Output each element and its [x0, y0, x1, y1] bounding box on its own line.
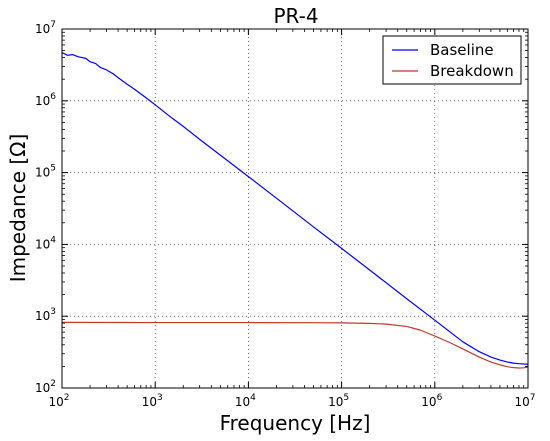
x-tick-label: 103 — [142, 393, 163, 409]
y-tick-label: 105 — [35, 164, 56, 180]
x-axis-title: Frequency [Hz] — [220, 411, 371, 435]
y-tick-label: 106 — [35, 92, 56, 108]
x-tick-label: 107 — [514, 393, 535, 409]
x-tick-label: 102 — [48, 393, 69, 409]
x-tick-label: 104 — [235, 393, 256, 409]
series-line-breakdown — [61, 321, 529, 369]
legend-label-breakdown: Breakdown — [430, 62, 514, 80]
y-tick-label: 102 — [35, 379, 56, 395]
series-layer — [61, 52, 529, 369]
legend-box — [382, 35, 522, 85]
legend-label-baseline: Baseline — [430, 41, 494, 59]
y-tick-label: 107 — [35, 20, 56, 36]
legend: Baseline Breakdown — [382, 35, 522, 85]
y-tick-label: 103 — [35, 307, 56, 323]
x-tick-label: 106 — [421, 393, 442, 409]
plot-frame — [61, 28, 529, 389]
series-line-baseline — [61, 52, 529, 365]
y-tick-label: 104 — [35, 235, 56, 251]
chart-title: PR-4 — [273, 4, 318, 28]
grid — [62, 29, 528, 388]
ticks — [61, 28, 529, 389]
x-tick-label: 105 — [328, 393, 349, 409]
y-axis-title: Impedance [Ω] — [6, 134, 30, 283]
